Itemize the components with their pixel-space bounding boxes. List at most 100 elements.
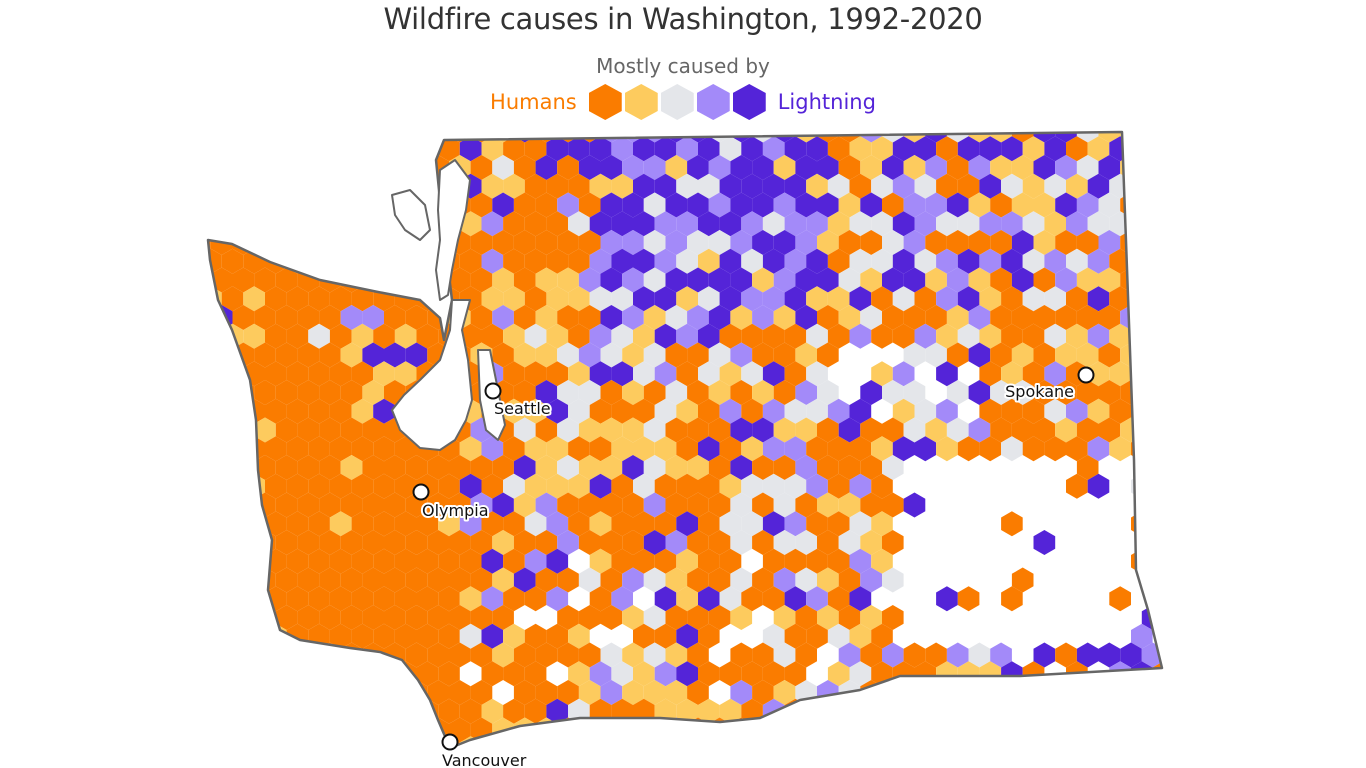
hex-cell [208, 267, 211, 293]
hex-cell [633, 173, 655, 199]
hex-cell [687, 455, 709, 480]
hex-cell [622, 567, 644, 593]
hex-cell [503, 248, 525, 274]
hex-cell [730, 342, 753, 368]
hex-cell [849, 586, 872, 612]
hex-cell [849, 623, 872, 649]
hex-cell [210, 155, 233, 180]
hex-cell [373, 436, 395, 462]
hex-cell [265, 698, 287, 724]
hex-cell [936, 211, 958, 237]
hex-cell [384, 342, 406, 368]
hex-cell [892, 361, 915, 387]
hex-cell [1076, 230, 1099, 255]
hex-cell [1164, 230, 1186, 255]
hex-cell [578, 417, 601, 443]
hex-cell [578, 192, 601, 218]
hex-cell [990, 155, 1012, 180]
hex-cell [340, 567, 363, 593]
hex-cell [329, 211, 352, 237]
hex-cell [946, 380, 969, 405]
hex-cell [1001, 323, 1023, 349]
hex-cell [340, 492, 363, 518]
hex-cell [687, 192, 709, 218]
hex-cell [622, 305, 644, 330]
hex-cell [849, 661, 872, 687]
hex-cell [882, 305, 904, 330]
hex-cell [708, 530, 731, 555]
hex-cell [1044, 136, 1066, 162]
hex-cell [968, 305, 991, 330]
hex-cell [773, 380, 796, 405]
hex-cell [719, 661, 742, 687]
hex-cell [860, 567, 882, 593]
hex-cell [319, 417, 341, 443]
hex-cell [741, 323, 763, 349]
legend-swatch-1 [588, 84, 622, 120]
hex-cell [914, 248, 937, 274]
hex-cell [882, 455, 904, 480]
hex-cell [806, 136, 828, 162]
hex-cell [1033, 230, 1056, 255]
hex-cell [254, 267, 276, 293]
hex-cell [860, 267, 882, 293]
hex-cell [351, 398, 374, 424]
hex-cell [730, 642, 753, 668]
hex-cell [979, 361, 1002, 387]
hex-cell [351, 736, 374, 748]
hex-cell [351, 586, 374, 612]
hex-cell [1141, 267, 1162, 293]
hex-cell [492, 455, 514, 480]
hex-cell [925, 305, 947, 330]
hex-cell [308, 398, 330, 424]
hex-cell [957, 323, 980, 349]
hex-cell [568, 248, 590, 274]
hex-cell [1001, 136, 1023, 162]
hex-cell [1087, 436, 1110, 462]
hex-cell [329, 323, 352, 349]
hex-cell [719, 511, 742, 537]
hex-cell [719, 248, 742, 274]
hex-cell [416, 586, 439, 612]
hex-cell [903, 717, 926, 743]
hex-cell [784, 323, 807, 349]
hex-cell [600, 417, 623, 443]
hex-cell [449, 455, 471, 480]
hex-cell [1076, 717, 1099, 743]
hex-cell [762, 211, 785, 237]
hex-cell [849, 286, 872, 312]
hex-cell [892, 136, 915, 162]
hex-cell [817, 305, 839, 330]
hex-cell [546, 473, 569, 499]
hex-cell [1109, 586, 1131, 612]
hex-cell [297, 132, 320, 143]
hex-cell [340, 155, 363, 180]
hex-cell [676, 286, 698, 312]
hex-cell [535, 455, 558, 480]
hex-cell [698, 323, 720, 349]
hex-cell [643, 380, 666, 405]
hex-cell [795, 492, 817, 518]
hex-cell [957, 698, 980, 724]
hex-cell [438, 473, 460, 499]
hex-cell [513, 455, 536, 480]
hex-cell [210, 642, 233, 668]
hex-cell [892, 436, 915, 462]
hex-cell [979, 173, 1002, 199]
hex-cell [925, 417, 947, 443]
hex-cell [643, 455, 666, 480]
hex-cell [243, 173, 265, 199]
hex-cell [329, 436, 352, 462]
hex-cell [762, 136, 785, 162]
hex-cell [708, 305, 731, 330]
hex-cell [319, 492, 341, 518]
hex-cell [589, 173, 612, 199]
hex-cell [513, 267, 536, 293]
hex-cell [1164, 493, 1186, 518]
hex-cell [882, 380, 904, 405]
hex-cell [416, 323, 439, 349]
hex-cell [752, 530, 774, 555]
hex-cell [795, 230, 817, 255]
